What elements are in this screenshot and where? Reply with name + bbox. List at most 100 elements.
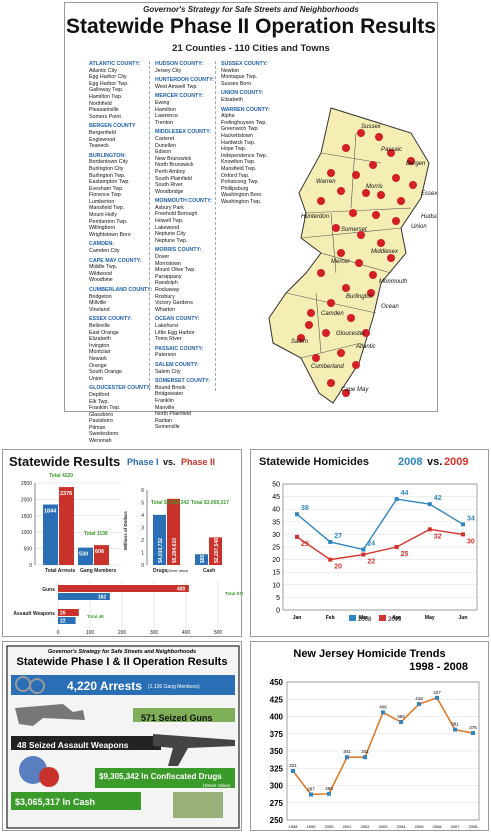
operation-marker xyxy=(337,249,345,257)
assault-category: Assault Weapons xyxy=(13,611,55,617)
town-item: Greenwich Twp. xyxy=(221,126,259,133)
money-total: Total $9,305,342 xyxy=(151,500,189,506)
operation-marker xyxy=(377,191,385,199)
town-item: Edison xyxy=(155,149,172,156)
town-item: Hardwick Twp. xyxy=(221,139,256,146)
money-icon xyxy=(173,792,223,818)
money-y-label: Millions of Dollars xyxy=(123,511,128,550)
trend-x-tick: 2000 xyxy=(325,824,335,829)
operation-marker xyxy=(407,157,415,165)
trend-x-tick: 2008 xyxy=(469,824,479,829)
money-bar-phase2 xyxy=(209,537,222,565)
town-item: East Orange xyxy=(89,329,119,336)
trend-y-tick: 275 xyxy=(270,799,284,808)
town-item: Oxford Twp. xyxy=(221,172,250,179)
operation-marker xyxy=(375,133,383,141)
town-item: Morristown xyxy=(155,260,181,267)
poster2-drugs-note: (Street Value) xyxy=(203,783,231,788)
town-item: Franklin xyxy=(155,397,174,404)
money-bar-phase1 xyxy=(153,514,166,565)
legend-2008: 2008 xyxy=(358,617,372,623)
operation-marker xyxy=(305,321,313,329)
town-item: Mansfield Twp. xyxy=(221,165,257,172)
trends-panel: New Jersey Homicide Trends 1998 - 2008 2… xyxy=(250,641,489,831)
poster2-cash: $3,065,317 In Cash xyxy=(15,797,96,807)
town-item: Bound Brook xyxy=(155,384,186,391)
county-heading: SOMERSET COUNTY: xyxy=(155,378,210,385)
county-heading: HUDSON COUNTY: xyxy=(155,61,204,67)
hom-point xyxy=(461,522,465,527)
town-item: New Brunswick xyxy=(155,155,192,162)
operation-marker xyxy=(327,169,335,177)
legend-swatch-2009 xyxy=(379,615,386,621)
county-heading: WARREN COUNTY: xyxy=(221,106,270,113)
town-item: Englewood xyxy=(89,136,116,143)
hom-y-tick: 35 xyxy=(272,519,280,526)
results-y-tick: 500 xyxy=(24,547,33,553)
trend-x-tick: 1998 xyxy=(289,824,299,829)
map-county-label: Cumberland xyxy=(311,364,344,370)
town-item: Willingboro xyxy=(89,225,116,232)
county-heading: PASSAIC COUNTY: xyxy=(155,345,204,352)
operation-marker xyxy=(342,144,350,152)
operation-marker xyxy=(392,174,400,182)
bar-total: Total 4220 xyxy=(49,473,73,479)
hom-x-tick: Apr xyxy=(392,615,401,621)
town-item: Freehold Borough xyxy=(155,211,198,218)
operation-marker xyxy=(352,171,360,179)
county-border xyxy=(305,207,412,214)
hom-data-label: 44 xyxy=(401,490,409,497)
town-item: Lakewood xyxy=(155,224,180,231)
town-item: Wrightstown Boro xyxy=(89,231,131,238)
town-item: Hackettstown xyxy=(221,132,253,139)
hom-y-tick: 20 xyxy=(272,557,280,564)
poster2-graphic xyxy=(6,645,240,829)
hom-point xyxy=(461,532,465,537)
town-item: Alpha xyxy=(221,113,235,120)
operation-marker xyxy=(372,211,380,219)
trend-point xyxy=(399,720,403,725)
trend-y-tick: 450 xyxy=(270,678,284,687)
town-item: Burlington Twp. xyxy=(89,172,126,179)
town-item: Somers Point xyxy=(89,113,121,120)
homicides-line-chart: 0 5 10 15 20 25 30 35 40 45 50 Jan Feb Mar Apr May Jun 38… xyxy=(272,482,478,623)
county-heading: SUSSEX COUNTY: xyxy=(221,61,268,67)
town-item: West Amwell Twp. xyxy=(155,83,198,90)
town-item: Paulsboro xyxy=(89,418,113,425)
trends-line-chart: 250 275 300 325 350 375 400 425 450 1998 1999 2000 2… xyxy=(270,678,480,829)
county-heading: GLOUCESTER COUNTY: xyxy=(89,385,151,392)
town-item: Bergenfield xyxy=(89,129,116,136)
trends-title-line1: New Jersey Homicide Trends xyxy=(293,648,446,660)
town-item: Evesham Twp. xyxy=(89,185,124,192)
town-item: Asbury Park xyxy=(155,204,184,211)
town-item: Irvington xyxy=(89,342,110,349)
h-axis-tick: 300 xyxy=(150,630,159,636)
phase2-label: Phase II xyxy=(181,457,216,467)
homicides-vs: vs. xyxy=(427,456,443,468)
trend-y-tick: 250 xyxy=(270,816,284,825)
operation-marker xyxy=(297,334,305,342)
results-y-tick: 1500 xyxy=(21,514,32,520)
h-axis-tick: 100 xyxy=(86,630,95,636)
trend-data-label: 406 xyxy=(379,704,387,709)
trend-x-tick: 2007 xyxy=(451,824,461,829)
town-item: Neptune City xyxy=(155,231,186,238)
money-tick: 6 xyxy=(141,488,144,494)
poster2-title: Statewide Phase I & II Operation Results xyxy=(16,656,228,668)
operation-marker xyxy=(409,181,417,189)
operation-marker xyxy=(362,329,370,337)
money-note: (Street Value) xyxy=(167,569,188,573)
county-border xyxy=(315,292,322,354)
operation-marker xyxy=(357,129,365,137)
town-item: Trenton xyxy=(155,119,174,126)
town-item: Salem City xyxy=(155,368,181,375)
trends-title-line2: 1998 - 2008 xyxy=(409,661,468,673)
town-item: Raritan xyxy=(155,417,173,424)
county-border xyxy=(350,132,357,209)
trend-point xyxy=(327,791,331,796)
town-item: Florence Twp. xyxy=(89,192,123,199)
county-heading: ATLANTIC COUNTY: xyxy=(89,61,141,67)
operation-marker xyxy=(342,284,350,292)
county-heading: CAMDEN: xyxy=(89,241,115,248)
map-county-label: Mercer xyxy=(331,259,351,265)
